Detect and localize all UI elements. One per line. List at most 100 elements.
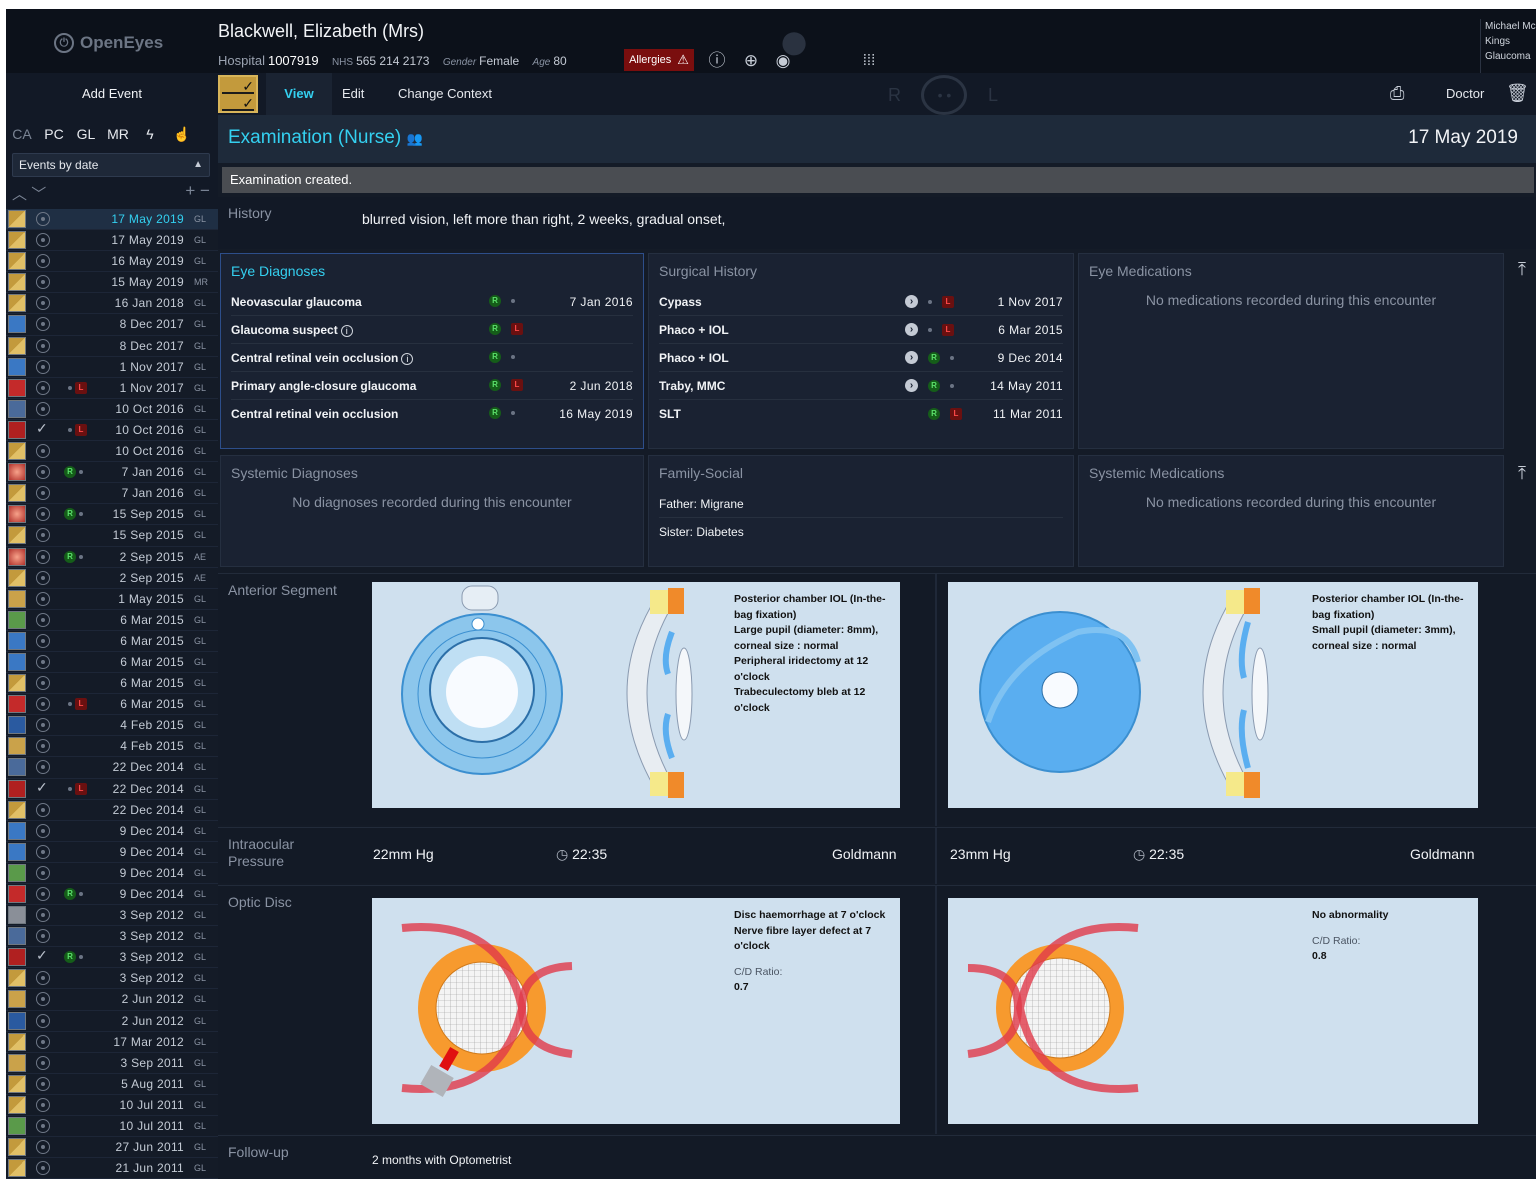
right-anterior-segment-drawing[interactable]: Posterior chamber IOL (In-the-bag fixati… (372, 582, 900, 808)
event-date: 10 Jul 2011 (119, 1097, 184, 1112)
lock-icon[interactable]: ⊕ (743, 51, 759, 70)
info-icon[interactable]: i (401, 353, 414, 365)
event-list-item[interactable]: 17 Mar 2012 GL (6, 1031, 218, 1053)
user-info[interactable]: Michael Mc Kings Glaucoma (1480, 19, 1536, 73)
event-list-item[interactable]: 6 Mar 2015 GL (6, 651, 218, 674)
event-list-item[interactable]: R 2 Sep 2015 AE (6, 546, 218, 568)
tab-edit[interactable]: Edit (342, 86, 365, 101)
event-list-item[interactable]: L 6 Mar 2015 GL (6, 694, 218, 716)
add-event-button[interactable]: Add Event (82, 86, 142, 101)
patient-silhouette-icon: ● (777, 11, 811, 71)
event-list-item[interactable]: 4 Feb 2015 GL (6, 715, 218, 737)
event-list-item[interactable]: 8 Dec 2017 GL (6, 314, 218, 336)
event-list-item[interactable]: 2 Jun 2012 GL (6, 1010, 218, 1032)
event-list-item[interactable]: 10 Oct 2016 GL (6, 441, 218, 463)
event-list-item[interactable]: 15 May 2019 MR (6, 272, 218, 294)
event-list-item[interactable]: 4 Feb 2015 GL (6, 736, 218, 758)
event-list-item[interactable]: R 7 Jan 2016 GL (6, 462, 218, 484)
event-list-item[interactable]: L 1 Nov 2017 GL (6, 377, 218, 399)
lightning-icon[interactable]: ϟ (146, 126, 154, 142)
arrow-right-icon[interactable]: › (905, 379, 918, 392)
trash-icon[interactable]: 🗑 (1506, 83, 1529, 103)
event-list-item[interactable]: 3 Sep 2012 GL (6, 905, 218, 927)
arrow-right-icon[interactable]: › (905, 323, 918, 336)
event-list-item[interactable]: 9 Dec 2014 GL (6, 862, 218, 884)
event-list-item[interactable]: 10 Jul 2011 GL (6, 1094, 218, 1117)
left-eye-badge: L (942, 295, 954, 308)
event-list-item[interactable]: 10 Oct 2016 GL (6, 398, 218, 420)
event-list-item[interactable]: 17 May 2019 GL (6, 230, 218, 252)
expand-collapse-all[interactable]: + − (185, 181, 210, 200)
event-list-item[interactable]: 6 Mar 2015 GL (6, 630, 218, 652)
event-list-item[interactable]: 9 Dec 2014 GL (6, 820, 218, 842)
right-eye-badge: R (64, 888, 76, 900)
event-list-item[interactable]: 21 Jun 2011 GL (6, 1158, 218, 1179)
event-list-item[interactable]: 10 Jul 2011 GL (6, 1116, 218, 1138)
tab-view[interactable]: View (266, 73, 332, 115)
events-sort-select[interactable]: Events by date ▲ (12, 153, 210, 177)
event-list-item[interactable]: R 15 Sep 2015 GL (6, 504, 218, 526)
filter-gl[interactable]: GL (76, 126, 96, 142)
event-list-item[interactable]: ✓ L 22 Dec 2014 GL (6, 778, 218, 800)
tab-change-context[interactable]: Change Context (398, 86, 492, 101)
event-list-item[interactable]: 3 Sep 2011 GL (6, 1052, 218, 1074)
left-anterior-segment-drawing[interactable]: Posterior chamber IOL (In-the-bag fixati… (948, 582, 1478, 808)
info-icon[interactable]: ⓘ (708, 51, 726, 70)
event-list-item[interactable]: 6 Mar 2015 GL (6, 609, 218, 631)
event-list-item[interactable]: ✓ R 3 Sep 2012 GL (6, 947, 218, 969)
event-list-item[interactable]: 17 May 2019 GL (6, 209, 218, 231)
event-list-item[interactable]: 1 May 2015 GL (6, 588, 218, 610)
event-list-item[interactable]: 22 Dec 2014 GL (6, 757, 218, 779)
event-list-item[interactable]: 2 Sep 2015 AE (6, 567, 218, 589)
filter-pc[interactable]: PC (44, 126, 64, 142)
age-label: Age (532, 57, 551, 68)
allergies-button[interactable]: Allergies ⚠ (624, 49, 694, 71)
gender-label: Gender (442, 57, 477, 68)
doctor-button[interactable]: Doctor (1446, 86, 1485, 101)
event-list-item[interactable]: 15 Sep 2015 GL (6, 525, 218, 547)
arrow-right-icon[interactable]: › (905, 351, 918, 364)
laterality-indicator: R (64, 550, 94, 564)
eye-icon[interactable]: ◉ (775, 51, 791, 70)
collapse-panel-icon[interactable]: ⤒ (1518, 463, 1526, 483)
hand-icon[interactable]: ☝ (173, 125, 191, 142)
event-list-item[interactable]: 1 Nov 2017 GL (6, 356, 218, 378)
filter-mr[interactable]: MR (107, 126, 129, 142)
event-list-item[interactable]: 27 Jun 2011 GL (6, 1137, 218, 1159)
description-line: Small pupil (diameter: 3mm), (1312, 624, 1456, 636)
event-list-item[interactable]: 16 Jan 2018 GL (6, 293, 218, 315)
openeyes-logo[interactable]: ⏻ OpenEyes (54, 31, 214, 55)
apps-grid-icon[interactable]: ⁞⁞⁞ (862, 52, 876, 69)
event-list-item[interactable]: 8 Dec 2017 GL (6, 335, 218, 357)
print-icon[interactable]: ⎙ (1390, 83, 1405, 103)
right-iop-method: Goldmann (832, 846, 897, 862)
left-iop-time: ◷ 22:35 (1133, 846, 1184, 863)
event-list-item[interactable]: R 9 Dec 2014 GL (6, 884, 218, 906)
collapse-panel-icon[interactable]: ⤒ (1518, 259, 1526, 279)
event-list-item[interactable]: 2 Jun 2012 GL (6, 989, 218, 1011)
select-arrows-icon: ▲ (193, 159, 203, 170)
patient-name[interactable]: Blackwell, Elizabeth (Mrs) (218, 21, 425, 41)
arrow-right-icon[interactable]: › (905, 295, 918, 308)
event-list-item[interactable]: 9 Dec 2014 GL (6, 841, 218, 863)
left-iop-method: Goldmann (1410, 846, 1475, 862)
event-list-item[interactable]: 3 Sep 2012 GL (6, 968, 218, 990)
event-date: 10 Oct 2016 (115, 444, 184, 459)
event-list-item[interactable]: 5 Aug 2011 GL (6, 1073, 218, 1095)
user-name: Michael Mc (1485, 21, 1536, 32)
event-list-item[interactable]: 22 Dec 2014 GL (6, 799, 218, 821)
info-icon[interactable]: i (340, 325, 353, 337)
row-date: 1 Nov 2017 (997, 295, 1063, 309)
event-list-item[interactable]: 3 Sep 2012 GL (6, 926, 218, 948)
right-optic-disc-drawing[interactable]: Disc haemorrhage at 7 o'clock Nerve fibre… (372, 898, 900, 1124)
anterior-segment-section: Anterior Segment Posterior c (218, 573, 1536, 826)
left-optic-disc-drawing[interactable]: No abnormality C/D Ratio: 0.8 (948, 898, 1478, 1124)
event-list-item[interactable]: 16 May 2019 GL (6, 251, 218, 273)
eye-icon (36, 275, 50, 290)
expand-down-icon[interactable]: ﹀ (31, 186, 47, 203)
event-list-item[interactable]: 7 Jan 2016 GL (6, 483, 218, 505)
collapse-up-icon[interactable]: ︿ (12, 186, 28, 203)
event-list-item[interactable]: ✓ L 10 Oct 2016 GL (6, 419, 218, 442)
event-list-item[interactable]: 6 Mar 2015 GL (6, 673, 218, 695)
filter-ca[interactable]: CA (12, 126, 32, 142)
